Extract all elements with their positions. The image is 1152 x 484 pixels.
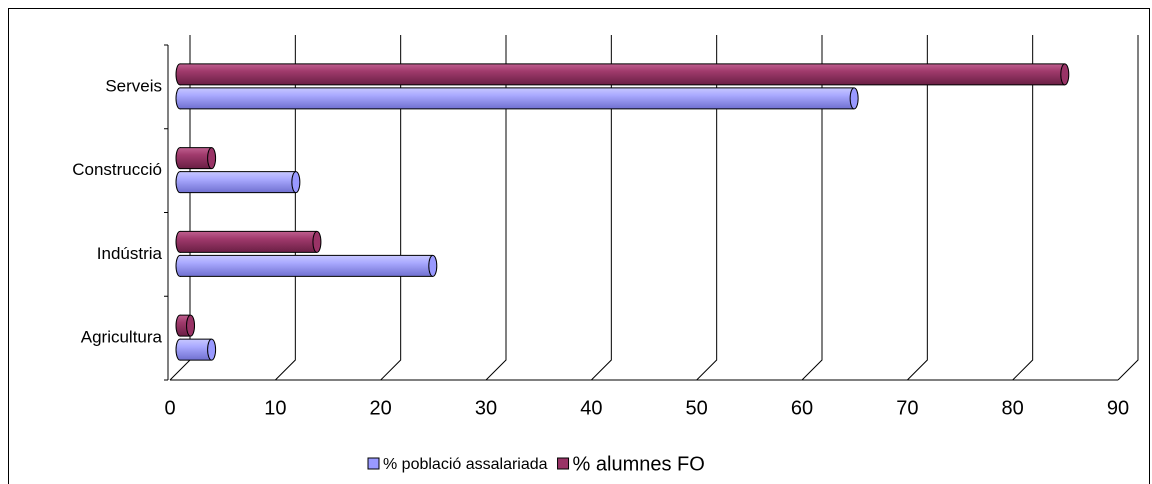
grid-line: [590, 35, 612, 381]
grid-line: [801, 35, 823, 381]
grid-line: [380, 35, 402, 381]
x-tick-label: 0: [164, 397, 175, 419]
bar: [180, 147, 212, 169]
bar-cap: [291, 171, 301, 194]
x-tick-label: 30: [475, 397, 497, 419]
x-tick-label: 40: [580, 397, 602, 419]
x-tick-label: 70: [896, 397, 918, 419]
grid-line: [274, 35, 296, 381]
y-tick-label: Construcció: [72, 160, 162, 179]
x-tick-label: 80: [1002, 397, 1024, 419]
legend-swatch: [557, 457, 570, 470]
x-tick-label: 10: [264, 397, 286, 419]
legend-label: % població assalariada: [383, 456, 548, 473]
bar-cap: [312, 230, 322, 253]
legend-label: % alumnes FO: [573, 453, 705, 475]
legend-swatch: [367, 457, 380, 470]
bar-cap: [1060, 63, 1070, 86]
grid-line: [1012, 35, 1034, 381]
bar: [180, 63, 1065, 85]
bar: [180, 87, 855, 109]
bar: [180, 339, 212, 361]
bar: [180, 255, 433, 277]
grid-line: [696, 35, 718, 381]
bar-cap: [207, 338, 217, 361]
x-tick-label: 60: [791, 397, 813, 419]
x-tick-label: 50: [686, 397, 708, 419]
bar-cap: [186, 314, 196, 337]
grid-line: [485, 35, 507, 381]
bar-cap: [849, 87, 859, 110]
x-tick-label: 90: [1107, 397, 1129, 419]
bar: [180, 231, 317, 253]
y-tick-label: Agricultura: [81, 328, 163, 347]
grid-line: [906, 35, 928, 381]
bar-cap: [207, 147, 217, 170]
x-tick-label: 20: [370, 397, 392, 419]
y-tick-label: Indústria: [97, 244, 163, 263]
y-tick-label: Serveis: [105, 76, 162, 95]
bar: [180, 171, 296, 193]
bar: [180, 315, 191, 337]
bar-cap: [428, 254, 438, 277]
grid-line: [1117, 35, 1139, 381]
